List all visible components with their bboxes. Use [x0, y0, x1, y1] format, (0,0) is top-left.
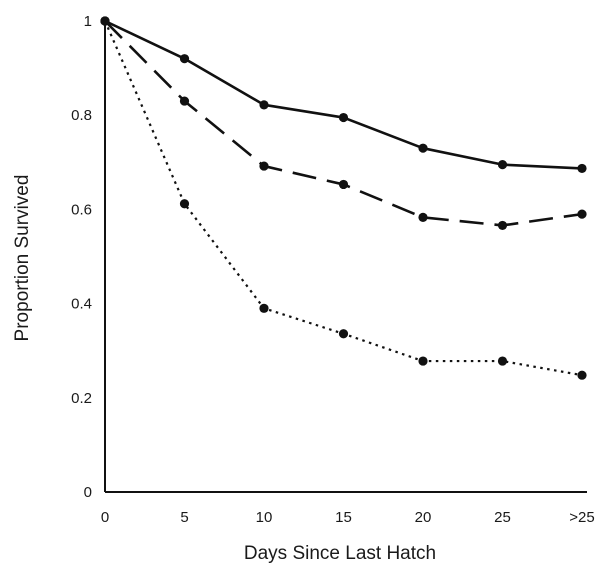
data-point	[577, 163, 587, 174]
y-tick-label: 0	[84, 484, 92, 501]
series-solid	[100, 16, 587, 174]
data-point	[100, 16, 110, 26]
y-tick-label: 0.8	[71, 107, 92, 124]
y-tick-label: 1	[84, 13, 92, 30]
data-point	[577, 209, 587, 219]
y-tick-label: 0.2	[71, 390, 92, 407]
data-point	[338, 329, 349, 339]
x-tick-label: 25	[494, 509, 511, 526]
x-tick-label: 20	[415, 509, 432, 526]
data-point	[179, 54, 190, 64]
data-point	[259, 161, 269, 171]
data-point	[259, 303, 269, 313]
y-tick-label: 0.6	[71, 201, 92, 218]
data-point	[338, 179, 349, 190]
y-tick-label: 0.4	[71, 296, 92, 313]
x-tick-label: >25	[569, 509, 594, 526]
data-point	[338, 112, 349, 123]
x-tick-label: 10	[256, 509, 273, 526]
data-point	[418, 356, 428, 366]
data-point	[418, 143, 428, 153]
x-tick-labels: 0 5 10 15 20 25 >25	[101, 509, 595, 526]
data-point	[179, 199, 190, 209]
data-point	[497, 356, 508, 366]
data-point	[497, 160, 508, 170]
series-dashed	[100, 16, 587, 231]
x-tick-label: 0	[101, 509, 109, 526]
data-point	[497, 220, 508, 231]
data-point	[259, 100, 269, 110]
series-line-dashed	[104, 20, 583, 227]
y-tick-labels: 0 0.2 0.4 0.6 0.8 1	[71, 13, 92, 501]
data-point	[418, 212, 428, 223]
axes	[104, 20, 587, 493]
series-dotted	[100, 16, 587, 380]
x-axis-title: Days Since Last Hatch	[244, 543, 436, 564]
y-axis-title: Proportion Survived	[12, 175, 33, 342]
series-layer	[100, 16, 587, 380]
data-point	[577, 370, 587, 380]
x-tick-label: 15	[335, 509, 352, 526]
data-point	[179, 96, 190, 106]
series-line-solid	[104, 19, 583, 170]
x-tick-label: 5	[180, 509, 188, 526]
series-line-dotted	[103, 20, 583, 377]
